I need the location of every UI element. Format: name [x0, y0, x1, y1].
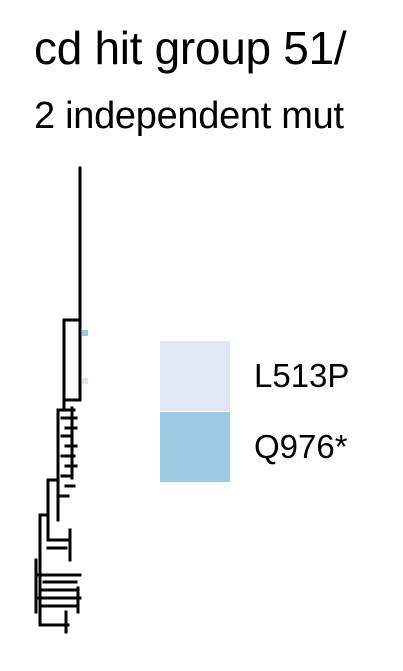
legend-label: Q976*: [254, 428, 348, 465]
legend-swatch: [160, 412, 230, 482]
legend-item: L513P: [160, 341, 400, 412]
legend: L513P Q976*: [160, 341, 400, 483]
legend-item: Q976*: [160, 412, 400, 483]
figure-subtitle: 2 independent mut: [34, 95, 344, 137]
legend-label: L513P: [254, 357, 350, 394]
tip-mark: [82, 330, 88, 336]
figure-title: cd hit group 51/: [34, 22, 347, 74]
tip-mark: [82, 378, 88, 384]
legend-swatch: [160, 341, 230, 411]
